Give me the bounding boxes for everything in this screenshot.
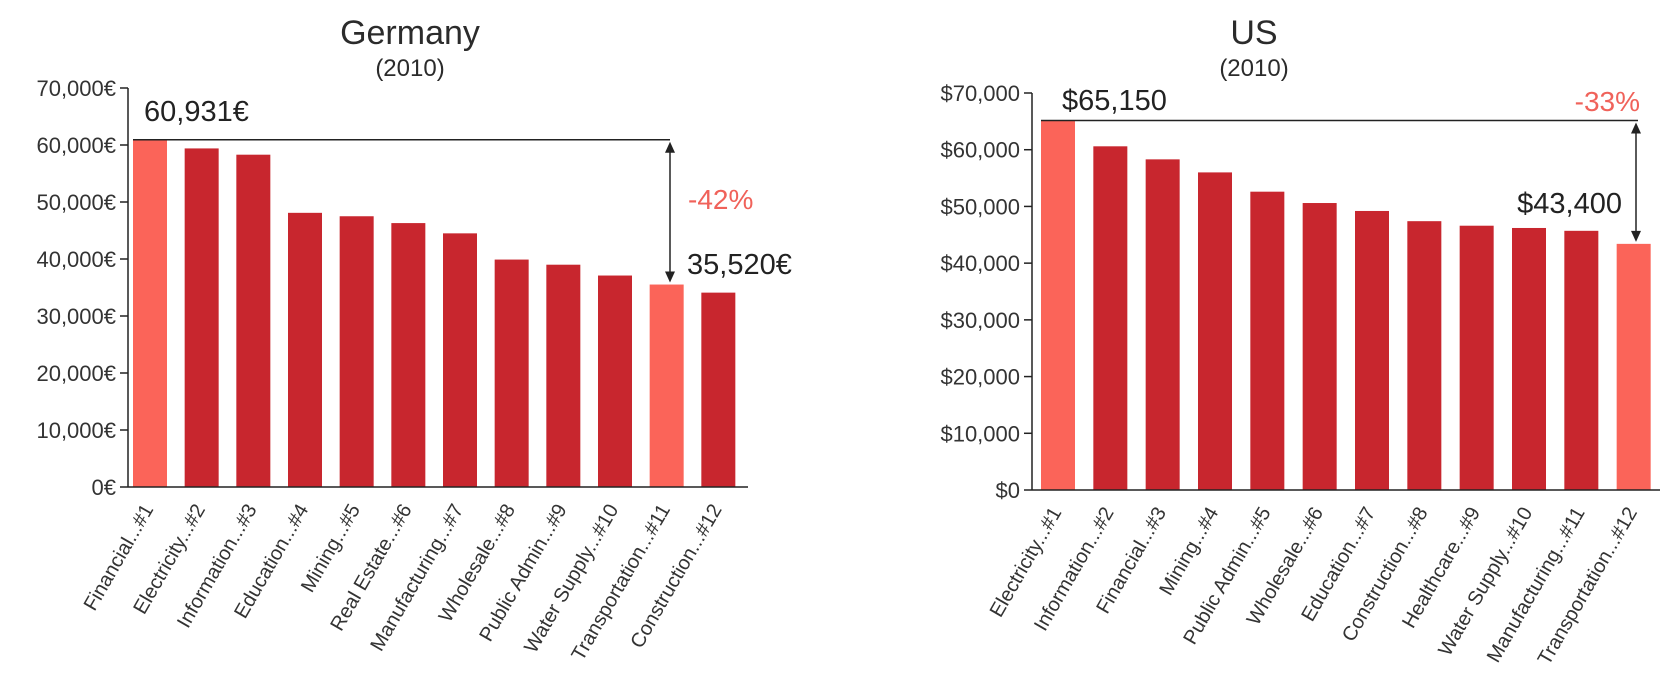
difference-percent-label: -33% [1575, 86, 1640, 117]
y-tick-label: 60,000€ [36, 133, 116, 158]
x-tick-label: Transportation...#11 [568, 501, 675, 665]
y-tick-label: $20,000 [940, 365, 1020, 390]
max-value-label: 60,931€ [144, 96, 249, 128]
bar [1250, 191, 1285, 490]
arrow-head-down [1631, 230, 1641, 242]
us-chart-title-block: US (2010) [836, 14, 1672, 83]
min-value-label: $43,400 [1517, 188, 1622, 220]
highlighted-bar [1616, 243, 1651, 490]
bar [1355, 210, 1389, 491]
bar [494, 259, 529, 487]
highlighted-bar [133, 139, 167, 487]
bar [1302, 203, 1337, 491]
us-chart-panel: US (2010) $0 $10,000 $20,000 $30,000 $40,000… [836, 0, 1672, 689]
difference-percent-label: -42% [688, 184, 753, 215]
bar [184, 148, 219, 488]
x-tick-label: Manufacturing...#7 [366, 501, 468, 655]
bar [1564, 230, 1599, 490]
bar [1198, 172, 1232, 490]
y-tick-label: 10,000€ [36, 418, 116, 443]
y-tick-label: 0€ [92, 475, 116, 500]
bar [1407, 221, 1442, 490]
germany-chart-title-block: Germany (2010) [0, 14, 820, 83]
y-tick-label: $10,000 [940, 421, 1020, 446]
bar [1459, 225, 1494, 490]
chart-subtitle: (2010) [375, 55, 445, 82]
y-tick-label: $0 [996, 478, 1020, 503]
bar [1145, 159, 1180, 490]
bar [391, 223, 426, 487]
highlighted-bar [1041, 120, 1075, 490]
bar [546, 264, 581, 487]
arrow-head-up [665, 141, 675, 153]
y-tick-label: $60,000 [940, 138, 1020, 163]
y-tick-label: 40,000€ [36, 247, 116, 272]
germany-bar-chart: 0€ 10,000€ 20,000€ 30,000€ 40,000€ 50,000€ 60,… [36, 76, 792, 665]
bar [598, 275, 632, 487]
y-tick-label: 20,000€ [36, 361, 116, 386]
bar [339, 216, 374, 487]
y-tick-label: $40,000 [940, 251, 1020, 276]
max-value-label: $65,150 [1062, 85, 1167, 117]
bar [701, 292, 736, 487]
y-tick-label: $70,000 [940, 81, 1020, 106]
us-bar-chart: $0 $10,000 $20,000 $30,000 $40,000 $50,000 $60… [940, 81, 1660, 669]
y-tick-label: 50,000€ [36, 190, 116, 215]
bar [236, 154, 271, 487]
arrow-head-down [665, 271, 675, 283]
bar [1512, 227, 1546, 491]
y-tick-label: 70,000€ [36, 76, 116, 101]
y-tick-label: $30,000 [940, 308, 1020, 333]
min-value-label: 35,520€ [687, 249, 792, 281]
y-tick-label: 30,000€ [36, 304, 116, 329]
chart-subtitle: (2010) [1219, 55, 1289, 82]
y-tick-label: $50,000 [940, 194, 1020, 219]
x-tick-label: Water Supply...#10 [1434, 504, 1537, 660]
bar [443, 233, 477, 487]
chart-title: Germany [340, 14, 480, 52]
x-tick-label: Construction...#12 [626, 501, 726, 653]
bar [1093, 146, 1128, 490]
arrow-head-up [1631, 122, 1641, 134]
x-tick-label: Water Supply...#10 [520, 501, 623, 657]
germany-chart-panel: Germany (2010) 0€ 10,000€ 20,000€ 30,000€ 40… [0, 0, 820, 689]
x-tick-label: Transportation...#12 [1534, 504, 1642, 669]
x-tick-label: Manufacturing...#11 [1483, 504, 1590, 667]
highlighted-bar [649, 284, 684, 487]
chart-title: US [1230, 14, 1278, 52]
bar [288, 212, 322, 487]
